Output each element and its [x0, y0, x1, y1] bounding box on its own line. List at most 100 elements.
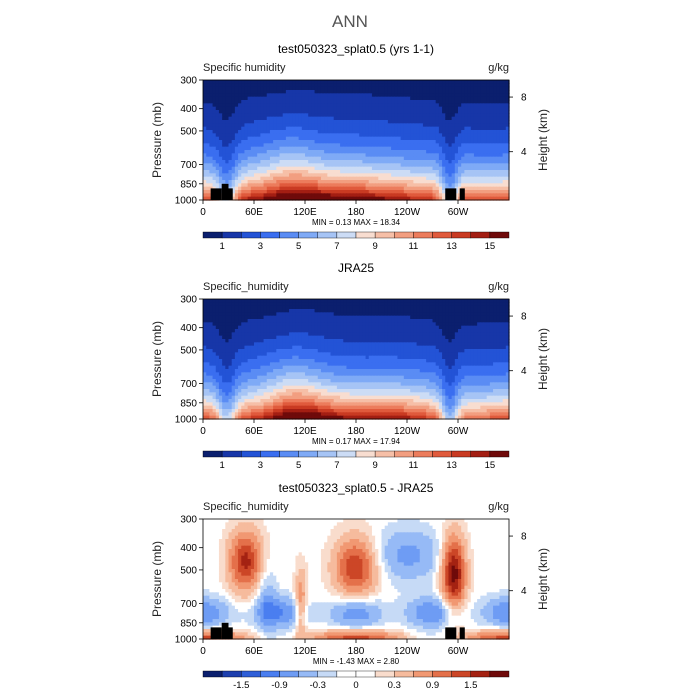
heatmap-cell — [289, 173, 293, 178]
heatmap-cell — [445, 342, 450, 347]
heatmap-cell — [445, 322, 450, 327]
heatmap-cell — [442, 136, 446, 141]
heatmap-cell — [289, 113, 293, 118]
heatmap-cell — [254, 110, 258, 114]
heatmap-cell — [496, 339, 501, 343]
heatmap-cell — [473, 93, 478, 98]
heatmap-cell — [451, 136, 456, 141]
heatmap-cell — [343, 309, 348, 313]
heatmap-cell — [486, 312, 491, 317]
heatmap-cell — [397, 96, 402, 101]
heatmap-cell — [289, 312, 293, 317]
heatmap-cell — [499, 305, 504, 310]
heatmap-cell — [276, 153, 281, 158]
heatmap-cell — [234, 103, 239, 108]
heatmap-cell — [231, 342, 236, 347]
heatmap-cell — [477, 176, 481, 181]
heatmap-cell — [260, 180, 265, 184]
heatmap-cell — [238, 180, 242, 184]
heatmap-cell — [464, 299, 469, 303]
heatmap-cell — [333, 100, 338, 104]
heatmap-cell — [285, 93, 290, 98]
heatmap-cell — [371, 136, 376, 141]
heatmap-cell — [362, 130, 367, 134]
heatmap-cell — [349, 160, 354, 164]
heatmap-field — [203, 299, 510, 420]
heatmap-cell — [419, 126, 424, 131]
heatmap-cell — [295, 335, 300, 340]
heatmap-cell — [387, 113, 392, 118]
heatmap-cell — [432, 193, 437, 198]
heatmap-cell — [279, 120, 284, 124]
heatmap-cell — [266, 166, 271, 171]
heatmap-cell — [301, 106, 306, 111]
heatmap-cell — [330, 345, 335, 350]
heatmap-cell — [327, 90, 332, 94]
heatmap-cell — [260, 150, 265, 154]
heatmap-cell — [276, 116, 281, 121]
heatmap-cell — [250, 342, 255, 347]
heatmap-cell — [314, 116, 319, 121]
heatmap-cell — [238, 126, 242, 131]
heatmap-cell — [276, 140, 281, 144]
heatmap-cell — [467, 143, 472, 148]
heatmap-cell — [218, 113, 223, 118]
heatmap-cell — [317, 156, 322, 161]
heatmap-cell — [269, 193, 274, 198]
heatmap-cell — [403, 146, 408, 151]
heatmap-cell — [269, 100, 274, 104]
heatmap-cell — [295, 332, 300, 337]
heatmap-cell — [292, 299, 297, 303]
heatmap-cell — [502, 110, 507, 114]
heatmap-cell — [391, 345, 395, 350]
heatmap-cell — [426, 183, 430, 188]
heatmap-cell — [359, 180, 363, 184]
heatmap-cell — [206, 322, 210, 327]
heatmap-cell — [403, 100, 408, 104]
heatmap-cell — [273, 116, 277, 121]
heatmap-cell — [403, 183, 408, 188]
heatmap-cell — [250, 302, 255, 307]
heatmap-cell — [477, 133, 481, 138]
heatmap-cell — [438, 196, 443, 201]
heatmap-cell — [295, 196, 300, 201]
heatmap-cell — [394, 96, 399, 101]
heatmap-cell — [375, 173, 379, 178]
heatmap-cell — [247, 140, 252, 144]
heatmap-cell — [269, 339, 274, 343]
heatmap-cell — [228, 140, 233, 144]
heatmap-cell — [298, 339, 303, 343]
heatmap-cell — [419, 173, 424, 178]
heatmap-cell — [218, 173, 223, 178]
heatmap-cell — [212, 116, 217, 121]
heatmap-cell — [368, 83, 373, 88]
heatmap-cell — [244, 106, 249, 111]
heatmap-cell — [333, 183, 338, 188]
heatmap-cell — [368, 116, 373, 121]
heatmap-cell — [505, 160, 510, 164]
x-tick-label: 180 — [348, 207, 365, 218]
heatmap-cell — [403, 315, 408, 320]
heatmap-cell — [454, 325, 459, 330]
heatmap-cell — [238, 96, 242, 101]
heatmap-cell — [295, 153, 300, 158]
heatmap-cell — [282, 186, 287, 191]
heatmap-cell — [445, 170, 450, 174]
heatmap-cell — [381, 143, 386, 148]
heatmap-cell — [365, 126, 370, 131]
heatmap-cell — [327, 339, 332, 343]
heatmap-cell — [473, 186, 478, 191]
heatmap-cell — [496, 315, 501, 320]
heatmap-cell — [301, 93, 306, 98]
heatmap-cell — [371, 332, 376, 337]
heatmap-cell — [324, 186, 328, 191]
heatmap-cell — [461, 143, 465, 148]
heatmap-cell — [496, 176, 501, 181]
heatmap-cell — [308, 96, 312, 101]
heatmap-cell — [483, 96, 488, 101]
heatmap-cell — [375, 319, 379, 323]
heatmap-cell — [489, 183, 494, 188]
heatmap-cell — [203, 183, 207, 188]
heatmap-cell — [298, 113, 303, 118]
heatmap-cell — [473, 299, 478, 303]
